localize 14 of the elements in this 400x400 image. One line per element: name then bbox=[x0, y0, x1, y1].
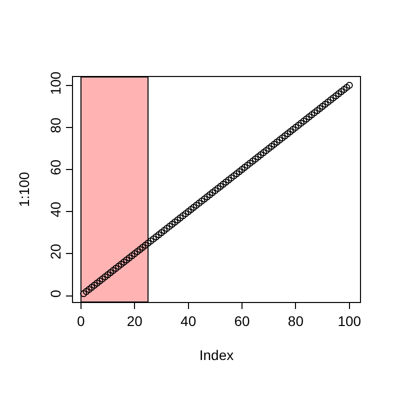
x-tick-label: 20 bbox=[126, 312, 143, 329]
y-axis-title: 1:100 bbox=[16, 172, 32, 208]
y-tick-label: 100 bbox=[47, 71, 64, 95]
x-tick-label: 60 bbox=[234, 312, 250, 329]
y-tick-label: 60 bbox=[47, 159, 64, 176]
x-tick-label: 40 bbox=[180, 312, 196, 329]
x-tick-label: 80 bbox=[288, 312, 304, 329]
x-axis-title: Index bbox=[199, 347, 234, 364]
y-tick-label: 20 bbox=[47, 244, 64, 260]
y-tick-label: 0 bbox=[47, 290, 64, 298]
x-tick-label: 100 bbox=[338, 312, 362, 329]
y-tick-label: 80 bbox=[47, 117, 64, 134]
x-tick-label: 0 bbox=[77, 312, 86, 329]
y-tick-label: 40 bbox=[47, 202, 64, 218]
